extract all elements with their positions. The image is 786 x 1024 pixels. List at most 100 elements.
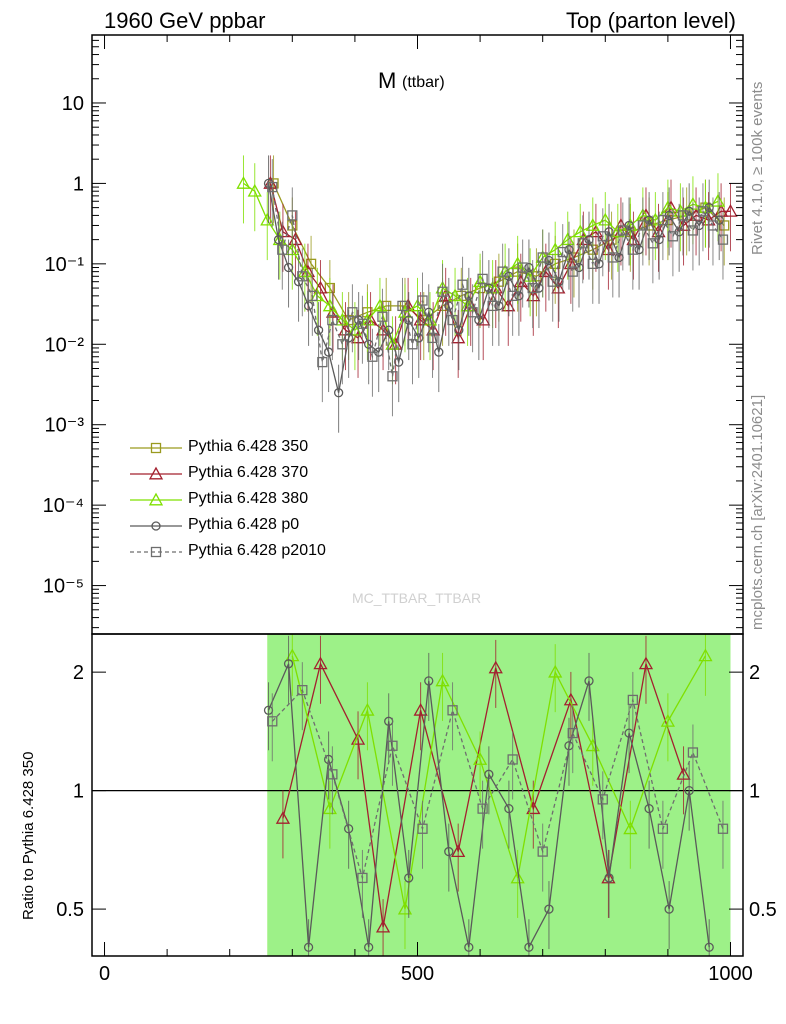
top-marker-4-33 <box>597 231 608 242</box>
top-y-tick-label-4: 10⁻¹ <box>45 254 85 276</box>
ratio-marker-2-19 <box>644 803 654 814</box>
top-y-tick-label-5: 1 <box>73 173 84 195</box>
legend-marker-p0 <box>130 521 182 531</box>
top-marker-4-45 <box>717 234 729 245</box>
ratio-series-line-1 <box>291 655 706 910</box>
top-y-tick-label-3: 10⁻² <box>45 334 85 356</box>
top-marker-4-22 <box>487 300 498 312</box>
top-marker-3-17 <box>434 347 444 357</box>
legend-label-370: Pythia 6.428 370 <box>188 464 309 481</box>
top-marker-4-15 <box>417 295 428 306</box>
ratio-y-tick-label-left-1: 1 <box>73 781 84 803</box>
ratio-marker-3-3 <box>357 872 368 884</box>
top-marker-3-21 <box>474 315 484 325</box>
chart-title: M <box>378 68 397 93</box>
ratio-y-tick-label-right-0: 0.5 <box>749 899 777 921</box>
ratio-marker-3-10 <box>567 727 578 739</box>
ratio-y-tick-label-right-2: 2 <box>749 662 760 684</box>
top-marker-4-20 <box>467 307 478 318</box>
rivet-version-label: Rivet 4.1.0, ≥ 100k events <box>749 81 766 255</box>
top-marker-3-19 <box>454 325 464 335</box>
ratio-marker-0-11 <box>676 766 691 780</box>
ratio-marker-3-2 <box>327 769 338 780</box>
ratio-marker-0-5 <box>451 844 466 858</box>
ratio-marker-3-4 <box>387 740 398 751</box>
top-marker-4-16 <box>427 332 438 344</box>
top-y-tick-label-0: 10⁻⁵ <box>43 576 84 598</box>
ratio-marker-1-7 <box>548 664 563 678</box>
top-marker-4-44 <box>707 220 719 231</box>
ratio-marker-0-8 <box>563 692 578 706</box>
top-series-line-4 <box>271 186 724 377</box>
ratio-panel-bands <box>267 634 731 956</box>
top-marker-0-24 <box>719 220 730 231</box>
ratio-marker-2-13 <box>524 942 534 952</box>
x-tick-label-1: 500 <box>401 963 434 985</box>
top-marker-4-38 <box>647 238 659 249</box>
ratio-marker-1-9 <box>623 821 638 835</box>
ratio-marker-1-3 <box>397 901 413 915</box>
top-marker-4-39 <box>657 214 669 226</box>
ratio-marker-2-4 <box>343 824 354 834</box>
ratio-marker-0-1 <box>313 656 328 670</box>
header-right-label: Top (parton level) <box>566 8 736 33</box>
ratio-marker-0-6 <box>488 660 503 674</box>
top-y-tick-label-1: 10⁻⁴ <box>43 495 84 517</box>
top-y-tick-label-6: 10 <box>62 93 84 115</box>
top-marker-4-8 <box>347 307 358 318</box>
ratio-y-tick-label-left-2: 2 <box>73 662 84 684</box>
top-marker-4-3 <box>297 271 308 282</box>
top-marker-4-2 <box>287 210 298 221</box>
legend-symbol-1 <box>148 466 164 480</box>
top-marker-4-37 <box>637 220 648 231</box>
ratio-y-tick-label-right-1: 1 <box>749 781 760 803</box>
ratio-marker-2-9 <box>444 846 454 857</box>
ratio-marker-1-0 <box>285 648 300 662</box>
top-marker-4-1 <box>277 244 288 255</box>
top-marker-4-17 <box>437 286 448 297</box>
ratio-marker-3-7 <box>477 803 488 814</box>
top-marker-4-42 <box>687 225 699 236</box>
top-marker-4-26 <box>527 282 538 294</box>
ratio-marker-0-2 <box>350 731 366 745</box>
ratio-band-1 <box>267 634 731 956</box>
ratio-marker-0-4 <box>413 702 428 716</box>
legend-symbol-3 <box>151 521 161 531</box>
ratio-axis-label: Ratio to Pythia 6.428 350 <box>20 751 37 920</box>
ratio-marker-0-0 <box>275 811 291 824</box>
top-marker-4-0 <box>267 181 278 193</box>
ratio-marker-2-8 <box>424 676 434 686</box>
top-marker-2-34 <box>660 200 675 214</box>
top-marker-4-34 <box>607 252 618 263</box>
ratio-marker-0-10 <box>638 656 654 670</box>
top-marker-0-2 <box>305 258 317 269</box>
ratio-marker-1-4 <box>435 673 450 687</box>
legend-item-p2010: Pythia 6.428 p2010 <box>128 540 408 564</box>
ratio-marker-3-0 <box>267 716 278 727</box>
legend-item-370: Pythia 6.428 370 <box>128 462 408 486</box>
top-marker-2-30 <box>610 224 625 238</box>
ratio-panel-series <box>263 634 729 956</box>
top-marker-2-26 <box>560 232 575 246</box>
top-marker-4-4 <box>307 290 318 301</box>
ratio-marker-2-17 <box>604 873 614 883</box>
ratio-marker-2-22 <box>704 942 714 952</box>
ratio-marker-2-7 <box>404 873 414 883</box>
legend-label-350: Pythia 6.428 350 <box>188 438 309 455</box>
top-marker-2-2 <box>260 212 275 226</box>
legend-marker-380 <box>130 492 182 506</box>
axis-ticks <box>92 34 743 956</box>
tick-labels: 10⁻⁵ 10⁻⁴ 10⁻³ 10⁻² 10⁻¹ 1 10 0.5 0.5 1 1 2 2 0 500 100… <box>43 93 777 985</box>
legend-symbol-2 <box>148 492 164 506</box>
ratio-marker-2-16 <box>584 676 594 686</box>
ratio-marker-3-14 <box>687 747 699 758</box>
legend-item-p0: Pythia 6.428 p0 <box>128 514 408 538</box>
top-marker-3-5 <box>313 325 324 335</box>
legend-marker-p2010 <box>130 546 182 558</box>
top-marker-4-27 <box>537 252 548 263</box>
ratio-marker-2-11 <box>484 769 494 779</box>
ratio-marker-2-1 <box>283 659 294 669</box>
analysis-watermark: MC_TTBAR_TTBAR <box>352 590 482 606</box>
ratio-marker-1-10 <box>660 713 675 727</box>
